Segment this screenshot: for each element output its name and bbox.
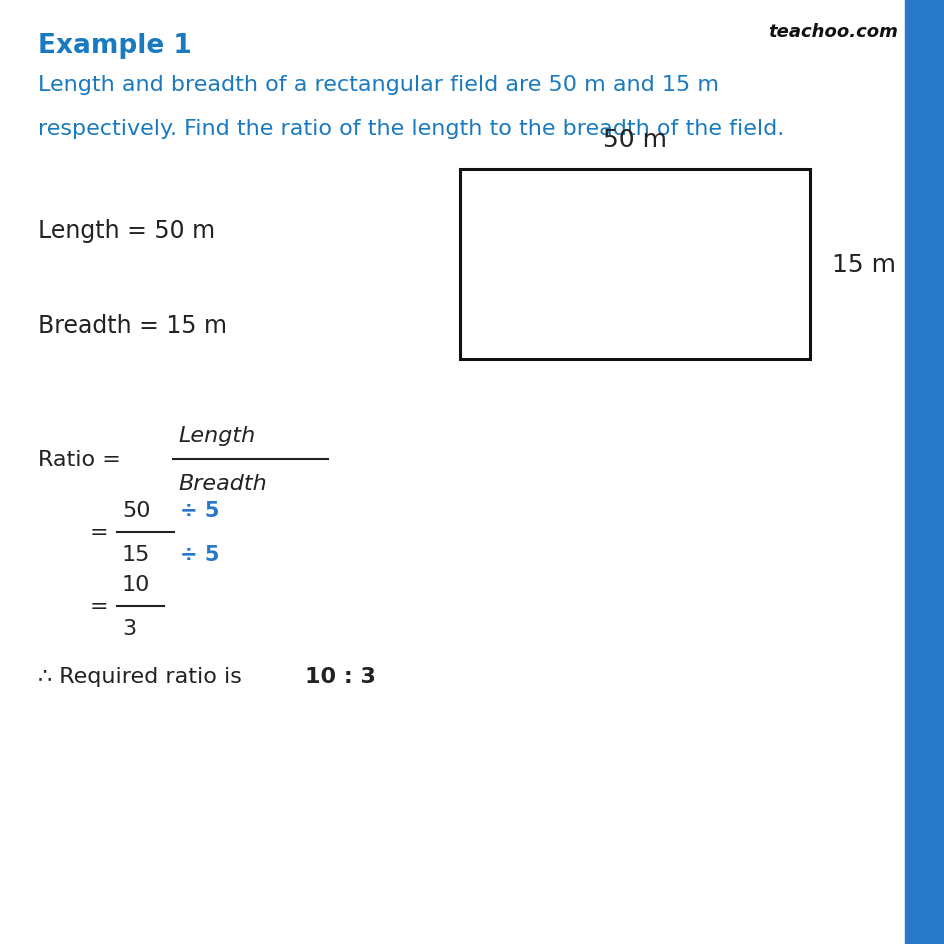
Text: 3: 3 xyxy=(122,618,136,638)
Text: 50 m: 50 m xyxy=(602,127,666,152)
Text: ∴ Required ratio is: ∴ Required ratio is xyxy=(38,666,248,686)
Text: ÷ 5: ÷ 5 xyxy=(179,545,219,565)
Text: teachoo.com: teachoo.com xyxy=(767,23,897,41)
Text: 15: 15 xyxy=(122,545,150,565)
Text: Length = 50 m: Length = 50 m xyxy=(38,219,215,243)
Bar xyxy=(460,170,809,360)
Bar xyxy=(904,0,944,944)
Text: Length: Length xyxy=(177,426,255,446)
Text: =: = xyxy=(90,597,109,616)
Text: Ratio =: Ratio = xyxy=(38,449,127,469)
Text: 50: 50 xyxy=(122,500,150,520)
Text: 15 m: 15 m xyxy=(831,253,895,277)
Text: Length and breadth of a rectangular field are 50 m and 15 m: Length and breadth of a rectangular fiel… xyxy=(38,75,718,95)
Text: respectively. Find the ratio of the length to the breadth of the field.: respectively. Find the ratio of the leng… xyxy=(38,119,784,139)
Text: Breadth = 15 m: Breadth = 15 m xyxy=(38,313,227,337)
Text: 10 : 3: 10 : 3 xyxy=(305,666,376,686)
Text: ÷ 5: ÷ 5 xyxy=(179,500,219,520)
Text: =: = xyxy=(90,522,109,543)
Text: Breadth: Breadth xyxy=(177,474,266,494)
Text: Example 1: Example 1 xyxy=(38,33,192,59)
Text: 10: 10 xyxy=(122,574,150,595)
